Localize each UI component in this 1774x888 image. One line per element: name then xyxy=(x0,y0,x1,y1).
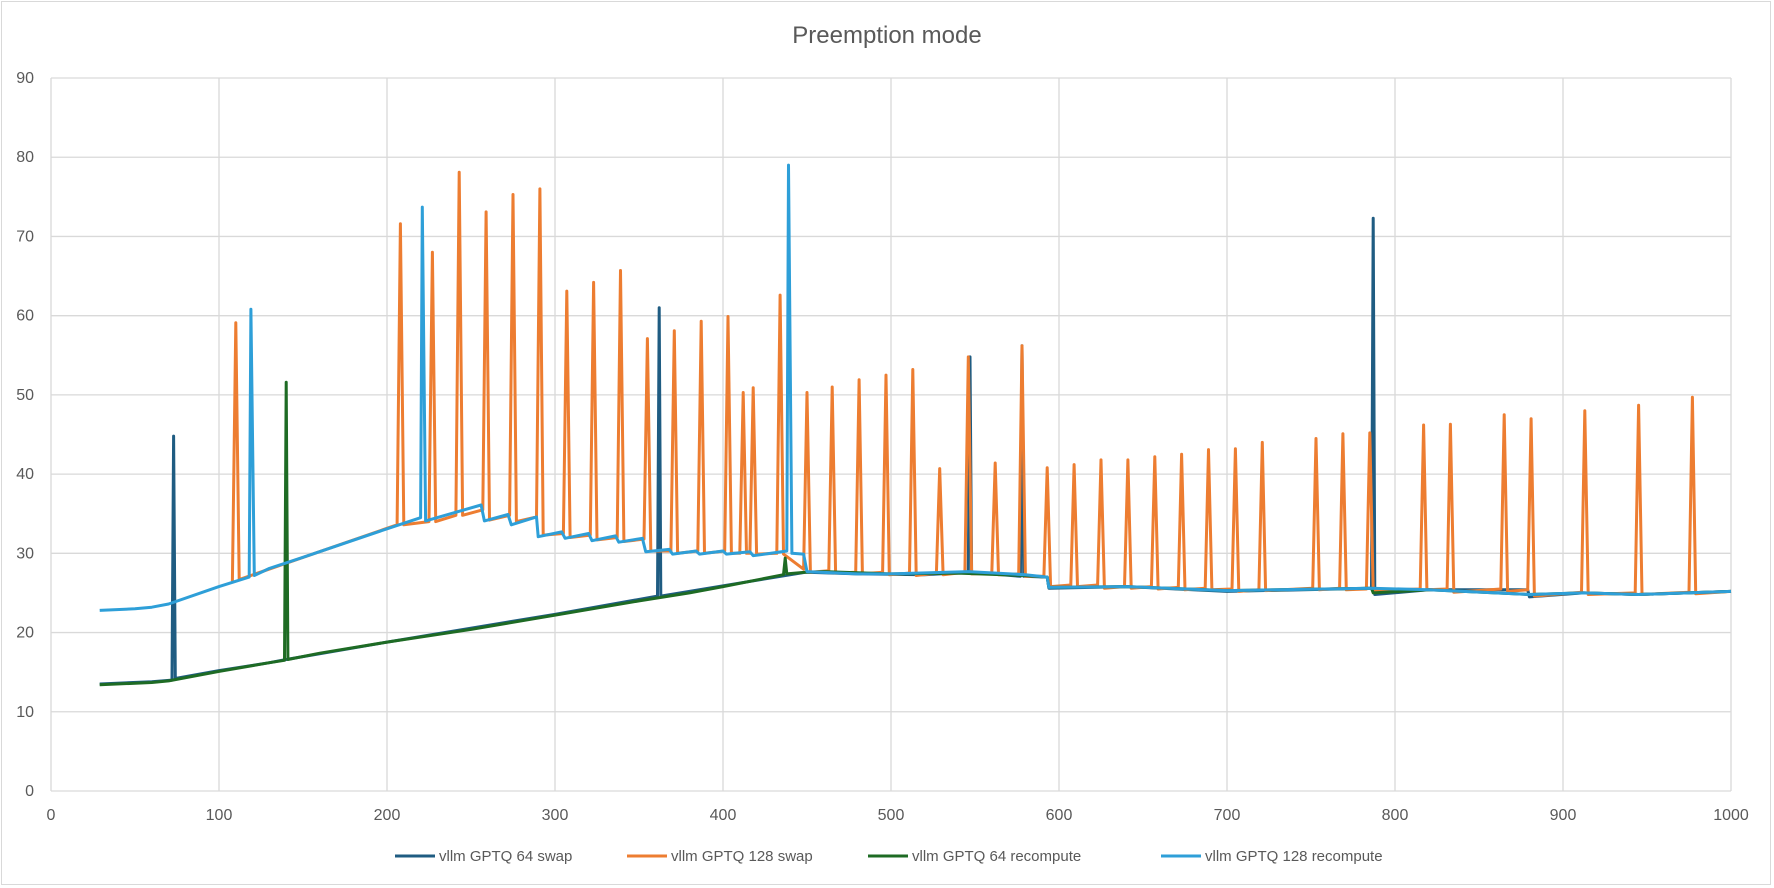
x-tick-label: 800 xyxy=(1382,807,1409,824)
series-line-2 xyxy=(230,170,1732,598)
x-tick-label: 900 xyxy=(1550,807,1577,824)
y-tick-label: 70 xyxy=(16,228,34,245)
series-line-3 xyxy=(99,380,1732,687)
x-tick-label: 1000 xyxy=(1713,807,1749,824)
y-tick-label: 10 xyxy=(16,704,34,721)
y-tick-label: 90 xyxy=(16,70,34,87)
y-tick-label: 40 xyxy=(16,466,34,483)
y-tick-label: 30 xyxy=(16,545,34,562)
x-tick-label: 0 xyxy=(47,807,56,824)
legend-label-2: vllm GPTQ 128 swap xyxy=(671,848,813,865)
x-tick-label: 400 xyxy=(710,807,737,824)
grid-lines xyxy=(50,77,1732,792)
y-tick-label: 80 xyxy=(16,149,34,166)
y-tick-label: 0 xyxy=(25,783,34,800)
x-tick-label: 100 xyxy=(206,807,233,824)
legend-label-3: vllm GPTQ 64 recompute xyxy=(912,848,1081,865)
x-tick-label: 700 xyxy=(1214,807,1241,824)
x-tick-label: 500 xyxy=(878,807,905,824)
legend-label-4: vllm GPTQ 128 recompute xyxy=(1205,848,1383,865)
y-tick-label: 20 xyxy=(16,625,34,642)
y-tick-label: 50 xyxy=(16,387,34,404)
y-tick-label: 60 xyxy=(16,308,34,325)
x-tick-label: 600 xyxy=(1046,807,1073,824)
legend-label-1: vllm GPTQ 64 swap xyxy=(439,848,572,865)
legend: vllm GPTQ 64 swap vllm GPTQ 128 swap vllm … xyxy=(395,848,1383,865)
x-tick-label: 200 xyxy=(374,807,401,824)
series-line-4 xyxy=(99,163,1732,612)
series-lines xyxy=(99,163,1732,687)
chart-title: Preemption mode xyxy=(792,22,981,49)
x-tick-label: 300 xyxy=(542,807,569,824)
